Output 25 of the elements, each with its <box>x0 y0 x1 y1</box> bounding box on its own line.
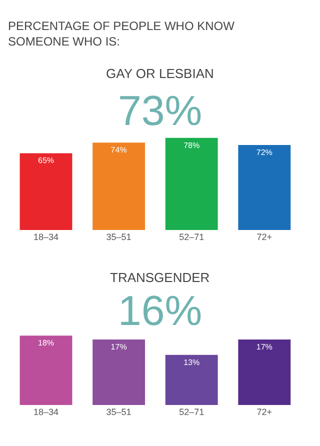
data-label: 65% <box>38 156 54 166</box>
chart-subtitle: GAY OR LESBIAN <box>106 66 214 81</box>
text: 73% <box>118 87 202 134</box>
x-tick-label: 52–71 <box>179 407 204 417</box>
bar <box>238 144 291 230</box>
data-label: 74% <box>110 146 127 155</box>
data-label: 78% <box>184 140 200 150</box>
x-tick-label: 35–51 <box>106 407 132 417</box>
chart-subtitle: TRANSGENDER <box>110 270 210 285</box>
x-tick-label: 52–71 <box>179 232 204 242</box>
data-label: 17% <box>256 342 272 352</box>
data-label: 72% <box>256 148 272 157</box>
x-tick-label: 72+ <box>256 407 272 417</box>
bar <box>165 138 218 230</box>
x-tick-label: 18–34 <box>33 232 59 242</box>
chart-title: PERCENTAGE OF PEOPLE WHO KNOW SOMEONE WHO IS: <box>8 19 236 49</box>
bar <box>20 153 72 230</box>
x-tick-label: 18–34 <box>33 407 59 417</box>
bar <box>92 142 146 230</box>
data-label: 18% <box>38 338 54 348</box>
x-tick-label: 72+ <box>256 232 272 242</box>
x-tick-label: 35–51 <box>106 232 132 242</box>
text: 16% <box>118 287 202 334</box>
data-label: 17% <box>110 342 127 352</box>
data-label: 13% <box>184 358 200 367</box>
